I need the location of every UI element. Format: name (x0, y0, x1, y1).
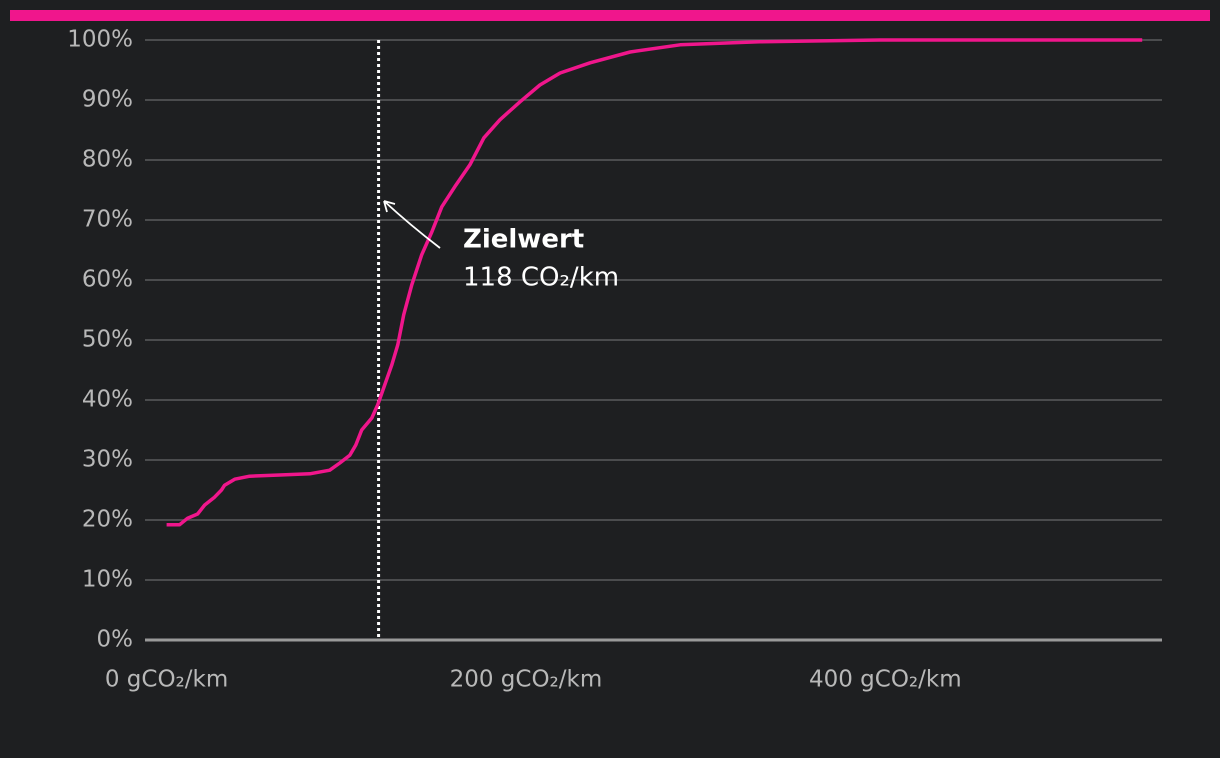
x-tick-label: 200 gCO₂/km (450, 667, 603, 693)
data-line (166, 38, 1143, 527)
annotation-value: 118 CO₂/km (463, 263, 619, 293)
y-tick-label: 60% (82, 267, 133, 293)
y-tick-label: 30% (82, 447, 133, 473)
x-tick-label: 400 gCO₂/km (809, 667, 962, 693)
y-tick-label: 40% (82, 387, 133, 413)
annotation-title: Zielwert (463, 225, 584, 255)
annotation-arrow (383, 200, 441, 249)
y-tick-label: 90% (82, 87, 133, 113)
y-tick-label: 80% (82, 147, 133, 173)
y-tick-label: 0% (97, 627, 134, 653)
y-tick-label: 20% (82, 507, 133, 533)
y-tick-label: 70% (82, 207, 133, 233)
y-tick-label: 50% (82, 327, 133, 353)
top-bar (10, 10, 1210, 21)
y-tick-label: 10% (82, 567, 133, 593)
x-tick-label: 0 gCO₂/km (105, 667, 228, 693)
y-tick-label: 100% (67, 27, 133, 53)
